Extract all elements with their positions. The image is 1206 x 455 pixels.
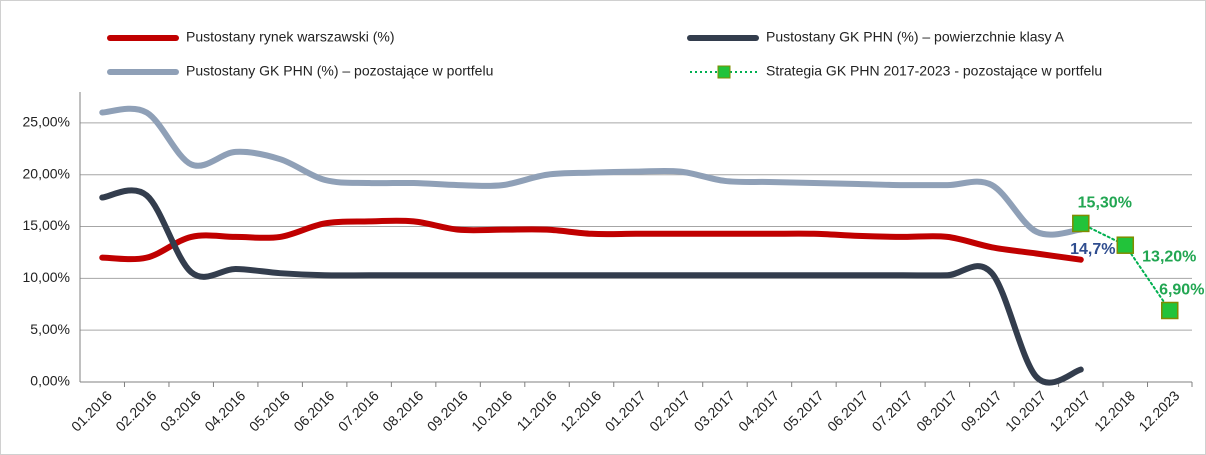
data-label: 13,20% [1142,248,1196,265]
legend-label: Strategia GK PHN 2017-2023 - pozostające… [766,63,1102,79]
y-tick-label: 10,00% [23,269,70,285]
marker [1116,236,1135,254]
y-tick-label: 20,00% [23,165,70,181]
y-tick-label: 5,00% [30,321,70,337]
y-tick-label: 25,00% [23,114,70,130]
data-label: 6,90% [1159,282,1204,299]
legend-marker [717,65,731,79]
data-label: 14,7% [1070,241,1115,258]
data-label: 15,30% [1078,195,1132,212]
legend-label: Pustostany rynek warszawski (%) [186,29,395,45]
legend-label: Pustostany GK PHN (%) – pozostające w po… [186,63,493,79]
series-line [99,217,1084,263]
marker [1072,214,1090,233]
series-line [99,187,1084,386]
legend-label: Pustostany GK PHN (%) – powierzchnie kla… [766,29,1065,45]
y-tick-label: 15,00% [23,217,70,233]
marker [1161,301,1179,320]
y-tick-label: 0,00% [30,373,70,389]
series-line [99,105,1084,238]
